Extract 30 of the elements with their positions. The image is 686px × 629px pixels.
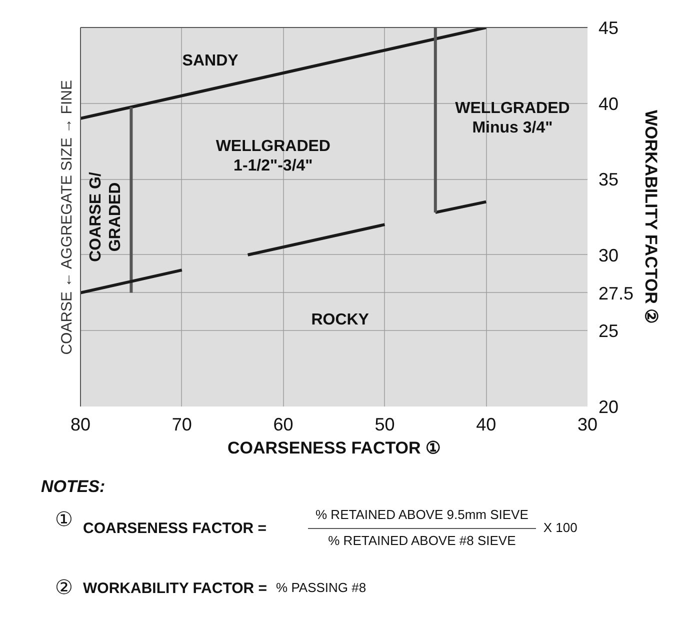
text: WORKABILITY FACTOR = (82, 578, 268, 599)
text: NOTES: (41, 476, 106, 498)
y-tick-label: 20 (598, 397, 619, 417)
text: ① (54, 508, 74, 534)
y2-axis-title: WORKABILITY FACTOR ② (642, 110, 661, 324)
x-tick-label: 30 (577, 414, 598, 434)
text: ② (54, 576, 74, 602)
x-tick-label: 60 (273, 414, 294, 434)
y-tick-label: 45 (598, 18, 619, 38)
x-tick-label: 40 (476, 414, 496, 434)
x-axis-title: COARSENESS FACTOR ① (227, 438, 441, 458)
x-tick-label: 50 (374, 414, 395, 434)
text: % PASSING #8 (275, 579, 368, 598)
y-tick-label: 27.5 (598, 283, 634, 304)
y-tick-label: 40 (598, 94, 619, 114)
annotation: COARSE G/ GRADED (88, 172, 124, 262)
annotation: WELLGRADED 1-1/2"-3/4" (216, 138, 330, 175)
annotation: SANDY (182, 52, 239, 70)
x-tick-label: 70 (172, 414, 192, 434)
y-axis-title: COARSE ← AGGREGATE SIZE → FINE (58, 80, 76, 355)
y-tick-label: 25 (598, 321, 619, 342)
annotation: WELLGRADED Minus 3/4" (455, 100, 570, 137)
text: % RETAINED ABOVE #8 SIEVE (327, 532, 517, 550)
y-tick-label: 35 (598, 170, 619, 190)
x-tick-label: 80 (70, 414, 91, 434)
text: % RETAINED ABOVE 9.5mm SIEVE (308, 506, 536, 529)
text: COARSENESS FACTOR = (82, 518, 268, 539)
annotation: ROCKY (311, 312, 370, 329)
y-tick-label: 30 (598, 245, 619, 266)
text: X 100 (542, 519, 578, 538)
